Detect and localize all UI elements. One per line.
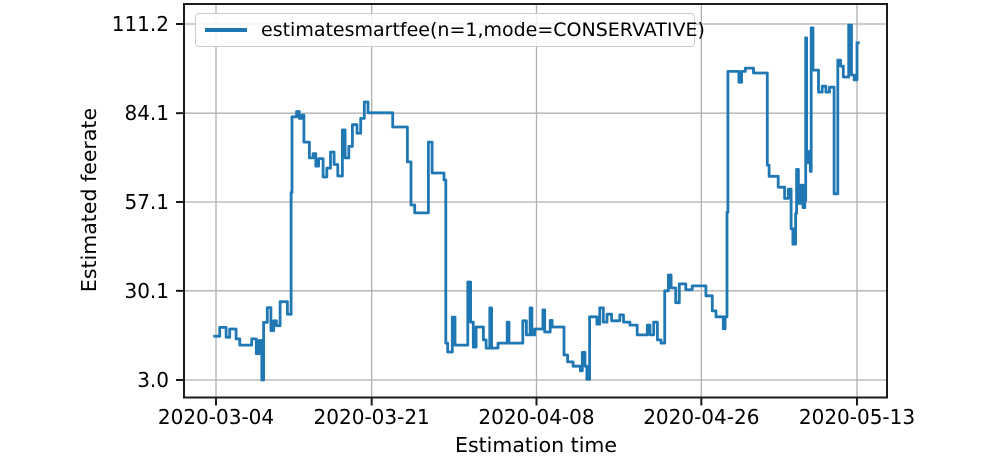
y-tick-label: 111.2 [111,12,169,36]
x-tick-label: 2020-05-13 [798,405,916,429]
x-tick-label: 2020-03-04 [157,405,275,429]
series-line [213,23,860,382]
legend-label: estimatesmartfee(n=1,mode=CONSERVATIVE) [261,18,705,41]
x-axis-label: Estimation time [455,433,617,457]
y-axis-label: Estimated feerate [77,107,101,293]
plot-spines [183,3,888,399]
y-tick-label: 84.1 [124,101,169,126]
x-tick-label: 2020-04-26 [643,405,760,429]
x-tick-label: 2020-04-08 [478,405,595,429]
y-tick-label: 30.1 [124,278,169,303]
legend-line-sample-icon [205,28,247,32]
legend-box: estimatesmartfee(n=1,mode=CONSERVATIVE) [195,13,705,47]
x-tick-label: 2020-03-21 [313,405,430,429]
y-tick-label: 3.0 [137,368,169,392]
y-tick-label: 57.1 [124,190,169,214]
